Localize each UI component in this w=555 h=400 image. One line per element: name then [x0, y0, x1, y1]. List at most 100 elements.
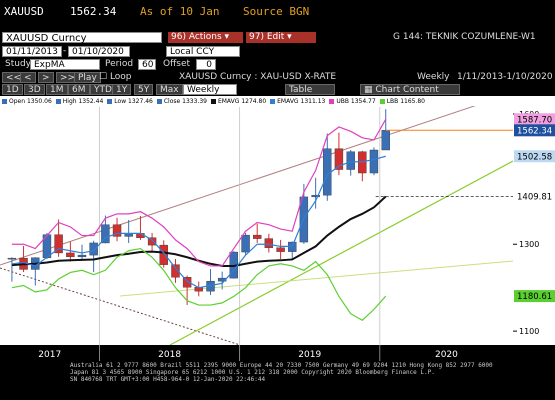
offset-input[interactable]: 0 [196, 59, 216, 70]
plot-bg [0, 106, 513, 361]
candle-body [241, 234, 250, 253]
legend-value: 1327.46 [128, 98, 153, 105]
x-tick-label: 2017 [38, 350, 61, 360]
legend-swatch [156, 99, 162, 104]
start-date[interactable]: 01/11/2013 [2, 46, 62, 57]
as-of: As of 10 Jan [140, 5, 220, 18]
legend-name: Low [114, 98, 127, 105]
footer-line: Australia 61 2 9777 8600 Brazil 5511 239… [70, 362, 493, 369]
legend-item: Low 1327.46 [107, 97, 153, 107]
x-tick-label: 2020 [435, 350, 458, 360]
legend-name: Close [163, 98, 181, 105]
candle-body [264, 238, 274, 248]
study-label: Study [5, 59, 31, 69]
candle-body [334, 148, 344, 170]
candle-body [276, 247, 285, 252]
indicator-line [11, 118, 387, 267]
legend-swatch [210, 99, 216, 104]
legend-name: High [62, 98, 77, 105]
ticker: XAUUSD [4, 5, 44, 18]
toolbar-row-4: << < > >> Play ☐ Loop XAUUSD Curncy : XAU-US… [0, 70, 555, 84]
y-tick-label: 1100 [519, 327, 539, 336]
period-button[interactable]: 1Y [112, 84, 132, 95]
period-button[interactable]: 3D [24, 84, 45, 95]
actions-button[interactable]: 96) Actions ▾ [168, 32, 243, 43]
chart-content-button[interactable]: ▦ Chart Content [360, 84, 460, 95]
legend: Open 1350.06 High 1352.44 Low 1327.46 Close… [0, 96, 555, 106]
legend-swatch [379, 99, 385, 104]
legend-name: EMAVG [217, 98, 240, 105]
candle-body [381, 130, 390, 151]
legend-swatch [2, 99, 7, 104]
price-tag [514, 150, 555, 163]
candle-body [77, 254, 87, 258]
candle-body [369, 149, 379, 174]
legend-item: Close 1333.39 [156, 97, 207, 107]
date-range: 1/11/2013-1/10/2020 [457, 72, 553, 82]
period-select[interactable]: Weekly [183, 84, 237, 95]
loop-toggle[interactable]: ☐ Loop [99, 72, 132, 82]
price-tag-label: 1409.81 [517, 193, 552, 203]
nav-button[interactable]: > [38, 72, 54, 83]
legend-swatch [329, 99, 335, 104]
period-label: Period [105, 59, 134, 69]
candle-body [171, 264, 180, 278]
legend-value: 1350.06 [26, 98, 52, 105]
trend-line [119, 260, 514, 297]
axis-bg [513, 106, 555, 361]
legend-item: High 1352.44 [55, 97, 103, 107]
title-bar: XAUUSD 1562.34 As of 10 Jan Source BGN [0, 0, 555, 22]
price-tag-label: 1562.34 [517, 126, 552, 136]
candle-body [7, 257, 17, 260]
legend-name: UBB [336, 98, 349, 105]
legend-item: EMAVG 1311.13 [270, 97, 325, 107]
loop-label: Loop [109, 72, 132, 82]
price-tag-label: 1502.58 [517, 152, 552, 162]
date-dash: - [63, 46, 67, 56]
table-button[interactable]: Table [285, 84, 335, 95]
candle-body [89, 242, 98, 256]
legend-name: EMAVG [277, 98, 299, 105]
price-tag [514, 124, 555, 137]
x-tick-label: 2018 [158, 350, 181, 360]
period-button[interactable]: 6M [68, 84, 90, 95]
price-tag-label: 1587.70 [517, 115, 552, 125]
candle-body [253, 234, 262, 239]
footer-line: SN 840768 TRT GMT+3:00 H458-964-0 12-Jan… [70, 376, 266, 383]
footer: Australia 61 2 9777 8600 Brazil 5511 239… [0, 362, 555, 400]
footer-line: Japan 81 3 4565 8900 Singapore 65 6212 1… [70, 369, 435, 376]
candle-body [159, 244, 168, 265]
candle-body [346, 151, 355, 170]
legend-item: Open 1350.06 [2, 97, 52, 107]
edit-button[interactable]: 97) Edit ▾ [246, 32, 316, 43]
price-tag [514, 190, 555, 203]
period-input[interactable]: 60 [138, 59, 156, 70]
legend-item: LBB 1165.80 [379, 97, 425, 107]
toolbar-row-5: 1D 3D 1M 6M YTD 1Y 5Y Max Weekly Table ▦ Chart … [0, 82, 555, 96]
legend-name: LBB [386, 98, 399, 105]
toolbar-row-2: 01/11/2013 - 01/10/2020 Local CCY [0, 44, 555, 58]
frequency: Weekly [417, 72, 450, 82]
axis-strip [0, 345, 555, 361]
candle-body [147, 237, 157, 246]
legend-value: 1333.39 [182, 98, 207, 105]
period-button[interactable]: 1D [2, 84, 23, 95]
toolbar-row-1: XAUUSD Curncy 96) Actions ▾ 97) Edit ▾ G… [0, 30, 555, 45]
candle-body [358, 151, 367, 174]
security-input[interactable]: XAUUSD Curncy [2, 32, 162, 44]
candle-body [112, 224, 122, 237]
end-date[interactable]: 01/10/2020 [68, 46, 130, 57]
x-tick-label: 2019 [298, 350, 321, 360]
nav-button[interactable]: Play [74, 72, 101, 83]
period-button[interactable]: 1M [46, 84, 68, 95]
candle-body [182, 277, 192, 288]
currency[interactable]: Local CCY [166, 46, 240, 57]
period-button[interactable]: 5Y [134, 84, 154, 95]
legend-name: Open [9, 98, 26, 105]
study-select[interactable]: ExpMA [30, 59, 100, 70]
price-tag [514, 290, 555, 303]
period-button[interactable]: Max [156, 84, 183, 95]
nav-button[interactable]: < [20, 72, 36, 83]
toolbar-row-3: Study ExpMA Period 60 Offset 0 [0, 57, 555, 71]
legend-value: 1165.80 [400, 98, 425, 105]
